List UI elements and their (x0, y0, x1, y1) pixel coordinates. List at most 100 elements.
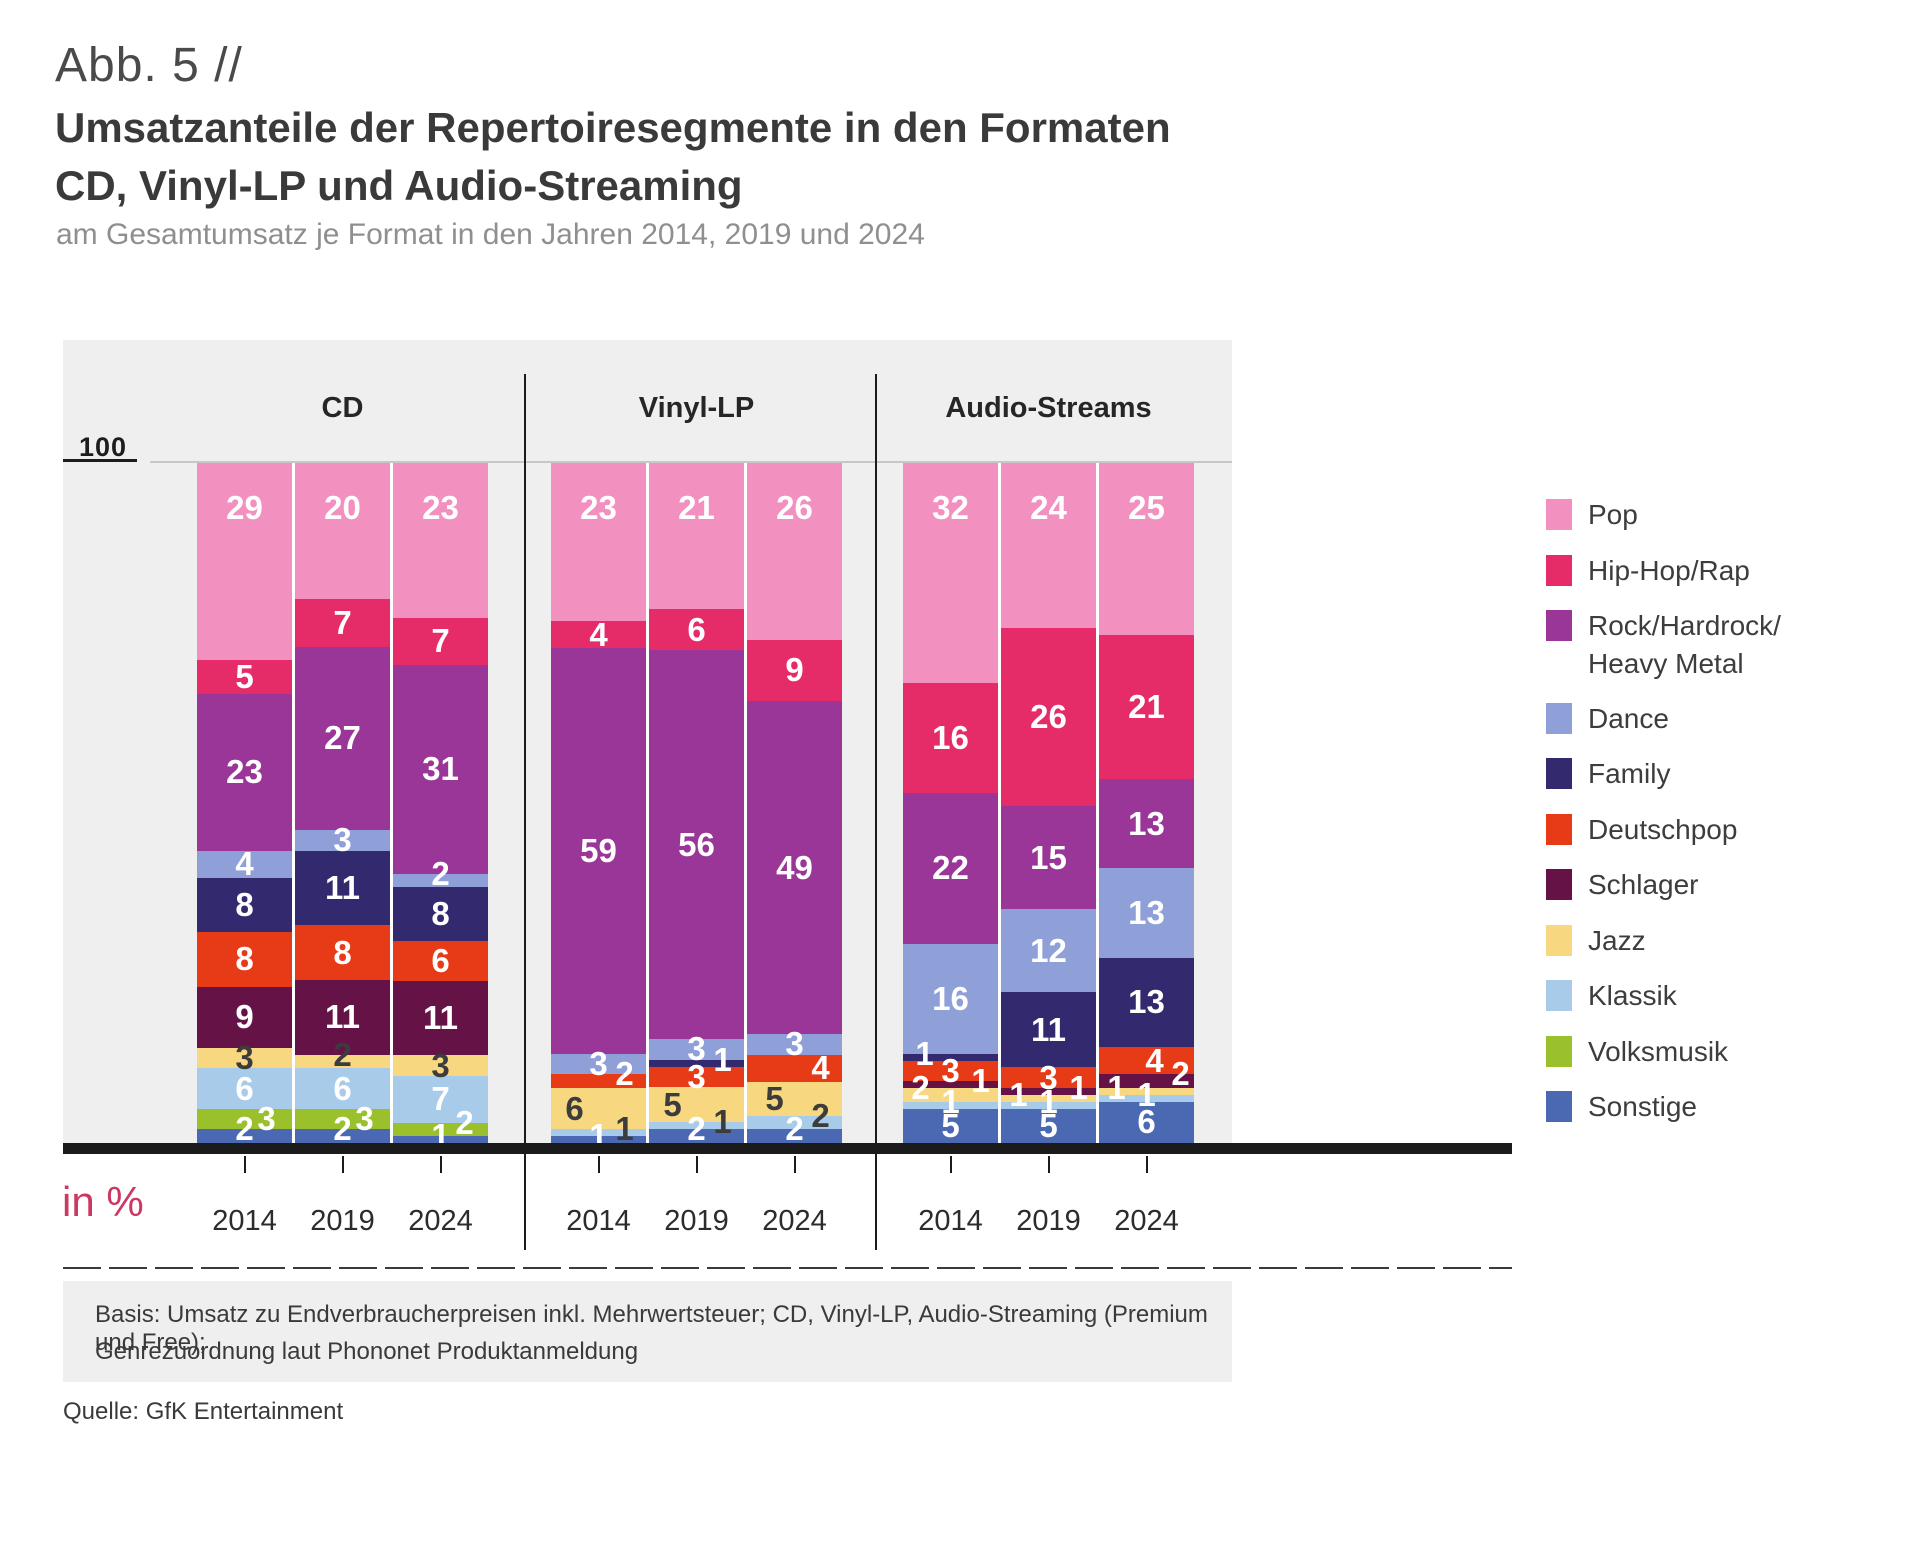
bar-separator (1096, 463, 1099, 1143)
bar-segment-Dance (903, 943, 998, 1054)
bar-segment-Schlager (1001, 1088, 1096, 1095)
legend-label-line: Heavy Metal (1588, 648, 1744, 679)
segment-value-label: 23 (226, 753, 263, 791)
x-axis-tick (243, 1156, 246, 1173)
bar-segment-Klassik (1001, 1101, 1096, 1109)
bar-segment-Volksmusik (197, 1109, 292, 1130)
legend-item-Jazz: Jazz (1546, 922, 1906, 960)
bar-segment-Schlager (197, 986, 292, 1048)
legend-label-line: Deutschpop (1588, 813, 1738, 845)
legend-swatch-icon (1546, 499, 1572, 530)
bar-segment-Dance (1099, 868, 1194, 958)
segment-value-label: 3 (687, 1058, 706, 1096)
legend-swatch-icon (1546, 554, 1572, 586)
legend-label-line: Dance (1588, 702, 1669, 734)
segment-value-label: 3 (431, 1046, 450, 1084)
legend-label-line: Hip-Hop/Rap (1588, 554, 1750, 586)
legend-item-Deutschpop: Deutschpop (1546, 811, 1906, 849)
bar-segment-Hip-Hop/Rap (747, 639, 842, 701)
bar-segment-Hip-Hop/Rap (903, 682, 998, 793)
legend-label: Dance (1588, 700, 1669, 738)
group-divider-vinyl-audio (875, 374, 877, 1250)
segment-value-label: 11 (325, 998, 360, 1036)
segment-value-label: 2 (687, 1110, 706, 1148)
bar-segment-Hip-Hop/Rap (649, 608, 744, 651)
bar-segment-Rock/Hardrock/Heavy Metal (295, 646, 390, 831)
legend-swatch-icon (1546, 980, 1572, 1011)
segment-value-label: 23 (422, 489, 459, 526)
legend-item-Klassik: Klassik (1546, 977, 1906, 1015)
bar-segment-Dance (747, 1034, 842, 1055)
bar-segment-Deutschpop (197, 932, 292, 987)
segment-value-label: 2 (615, 1055, 634, 1093)
segment-value-label: 1 (1107, 1069, 1126, 1107)
segment-value-label: 8 (333, 933, 352, 971)
segment-value-label: 2 (785, 1110, 804, 1148)
segment-value-label: 1 (1069, 1069, 1088, 1107)
bar-segment-Hip-Hop/Rap (1099, 634, 1194, 779)
bar-segment-Deutschpop (1001, 1067, 1096, 1089)
x-axis-year-label: 2014 (918, 1205, 983, 1237)
segment-value-label: 16 (932, 718, 969, 756)
segment-value-label: 25 (1128, 489, 1165, 526)
segment-value-label: 3 (589, 1045, 608, 1082)
segment-value-label: 5 (1039, 1106, 1058, 1144)
bar-segment-Dance (393, 873, 488, 888)
legend-item-Volksmusik: Volksmusik (1546, 1033, 1906, 1071)
unit-label: in % (62, 1178, 144, 1225)
bar-segment-Sonstige (747, 1129, 842, 1143)
x-axis-year-label: 2019 (1016, 1205, 1081, 1237)
segment-value-label: 1 (615, 1110, 634, 1148)
legend-item-Rock/Hardrock/ Heavy Metal: Rock/Hardrock/Heavy Metal (1546, 607, 1906, 683)
bar-segment-Family (903, 1053, 998, 1061)
bar-segment-Dance (197, 850, 292, 878)
segment-value-label: 2 (333, 1110, 352, 1148)
bar-segment-Family (649, 1059, 744, 1067)
bar-segment-Klassik (295, 1068, 390, 1109)
legend-label-line: Family (1588, 758, 1671, 789)
segment-value-label: 13 (1128, 893, 1165, 931)
bar-segment-Pop (649, 463, 744, 609)
x-axis-line (63, 1143, 1512, 1154)
legend-label: Deutschpop (1588, 811, 1737, 849)
segment-value-label: 1 (915, 1034, 934, 1072)
segment-value-label: 4 (589, 615, 608, 653)
bar-segment-Rock/Hardrock/Heavy Metal (747, 701, 842, 1035)
bar-segment-Pop (747, 463, 842, 640)
bar-separator (390, 463, 393, 1143)
segment-value-label: 8 (431, 895, 450, 933)
bar-segment-Klassik (197, 1068, 292, 1109)
legend-swatch-icon (1546, 758, 1572, 789)
legend-label-line: Pop (1588, 499, 1638, 530)
bar-segment-Dance (295, 830, 390, 851)
bar-segment-Sonstige (649, 1129, 744, 1143)
x-axis-tick (949, 1156, 952, 1173)
chart-title-line2: CD, Vinyl-LP und Audio-Streaming (55, 162, 743, 209)
segment-value-label: 4 (1145, 1041, 1164, 1079)
legend-label: Pop (1588, 496, 1638, 534)
bar-segment-Sonstige (903, 1108, 998, 1143)
source-note: Quelle: GfK Entertainment (63, 1398, 344, 1425)
bar-segment-Dance (649, 1038, 744, 1060)
bar-segment-Hip-Hop/Rap (551, 620, 646, 649)
segment-value-label: 22 (932, 849, 969, 887)
legend-item-Hip-Hop/Rap: Hip-Hop/Rap (1546, 552, 1906, 590)
segment-value-label: 21 (1128, 687, 1165, 725)
segment-value-label: 3 (355, 1100, 374, 1138)
bar-segment-Sonstige (393, 1136, 488, 1143)
legend-label: Hip-Hop/Rap (1588, 552, 1750, 590)
legend-label-line: Jazz (1588, 924, 1646, 956)
segment-value-label: 3 (257, 1100, 276, 1138)
group-divider-cd-vinyl (524, 374, 526, 1250)
legend-swatch-icon (1546, 1035, 1572, 1067)
x-axis-year-label: 2014 (212, 1205, 277, 1237)
bar-segment-Jazz (1099, 1088, 1194, 1095)
segment-value-label: 11 (423, 999, 458, 1037)
bar-segment-Rock/Hardrock/Heavy Metal (551, 648, 646, 1054)
segment-value-label: 4 (235, 845, 254, 883)
segment-value-label: 2 (455, 1103, 474, 1141)
y-axis-tick-100: 100 (78, 432, 128, 462)
bar-segment-Klassik (649, 1122, 744, 1130)
segment-value-label: 3 (1039, 1058, 1058, 1096)
